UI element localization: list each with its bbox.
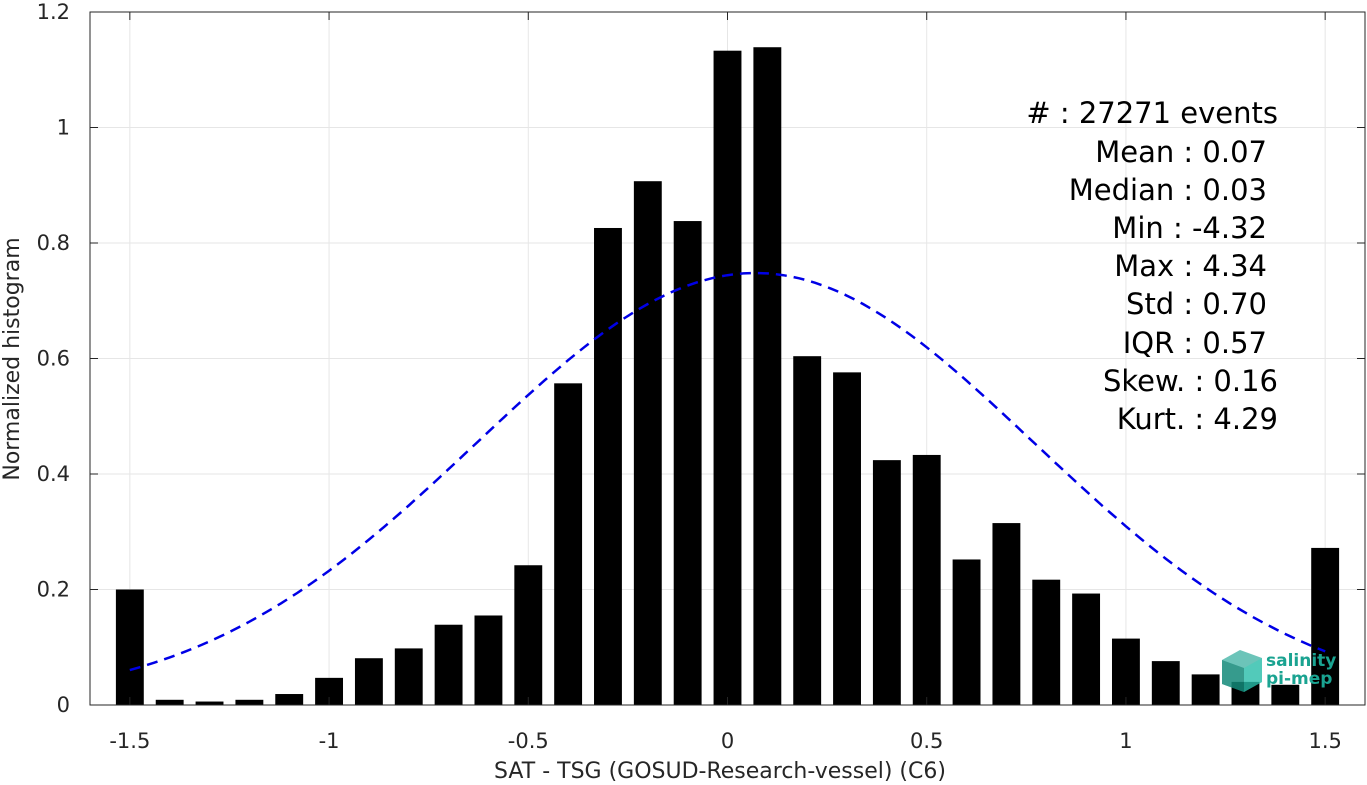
axis-ticks	[90, 11, 1365, 706]
statistics-annotations: # : 27271 events Mean : 0.07 Median : 0.…	[1026, 96, 1278, 436]
x-tick-label: -0.5	[508, 729, 549, 753]
histogram-bar	[394, 648, 423, 705]
stat-kurt: Kurt. : 4.29	[1117, 402, 1278, 436]
histogram-bar	[793, 356, 822, 705]
x-tick-labels: -1.5 -1 -0.5 0 0.5 1 1.5	[109, 729, 1342, 753]
x-tick-label: 1	[1119, 729, 1132, 753]
histogram-bar	[1191, 674, 1220, 705]
histogram-bar	[833, 372, 861, 705]
histogram-bar	[713, 50, 742, 705]
histogram-bar	[434, 624, 463, 705]
histogram-bar	[952, 559, 981, 705]
y-tick-label: 0.4	[37, 462, 70, 486]
histogram-bar	[1072, 593, 1101, 705]
salinity-pi-mep-logo: salinity pi-mep	[1222, 650, 1336, 692]
histogram-bar	[235, 699, 264, 705]
histogram-bar	[1311, 547, 1340, 705]
histogram-bar	[633, 181, 662, 705]
histogram-bar	[673, 221, 702, 705]
histogram-bar	[354, 658, 383, 705]
histogram-bar	[474, 615, 503, 705]
x-tick-label: 0.5	[910, 729, 943, 753]
histogram-bar	[912, 454, 941, 705]
logo-cube-icon	[1222, 650, 1262, 692]
histogram-bar	[872, 460, 901, 705]
x-tick-label: -1.5	[109, 729, 150, 753]
x-tick-label: -1	[319, 729, 340, 753]
histogram-bar	[155, 699, 184, 705]
y-tick-labels: 0 0.2 0.4 0.6 0.8 1 1.2	[37, 0, 70, 717]
y-tick-label: 1	[57, 116, 70, 140]
x-axis-title: SAT - TSG (GOSUD-Research-vessel) (C6)	[494, 759, 946, 784]
histogram-bar	[195, 701, 224, 705]
histogram-bar	[115, 589, 144, 705]
histogram-bar	[514, 565, 543, 705]
stat-max: Max : 4.34	[1114, 249, 1267, 283]
histogram-bar	[1271, 684, 1300, 705]
gaussian-fit-curve	[129, 271, 1326, 672]
histogram-bars	[115, 47, 1340, 706]
stat-min: Min : -4.32	[1112, 211, 1267, 245]
x-tick-label: 1.5	[1308, 729, 1341, 753]
y-tick-label: 0.2	[37, 578, 70, 602]
y-tick-label: 0.6	[37, 347, 70, 371]
stat-median: Median : 0.03	[1069, 173, 1267, 207]
histogram-bar	[992, 523, 1021, 705]
y-tick-label: 0	[57, 693, 70, 717]
stat-std: Std : 0.70	[1126, 287, 1267, 321]
histogram-bar	[753, 47, 782, 706]
y-axis-title: Normalized histogram	[0, 237, 25, 480]
stat-iqr: IQR : 0.57	[1123, 326, 1267, 360]
histogram-bar	[275, 694, 304, 705]
y-tick-label: 1.2	[37, 0, 70, 24]
histogram-bar	[594, 227, 622, 706]
logo-text-salinity: salinity	[1266, 651, 1336, 671]
histogram-bar	[1151, 661, 1180, 705]
y-tick-label: 0.8	[37, 231, 70, 255]
histogram-bar	[554, 383, 583, 705]
histogram-bar	[1111, 638, 1140, 705]
histogram-bar	[1032, 579, 1061, 705]
stat-events: # : 27271 events	[1026, 96, 1278, 130]
x-tick-label: 0	[721, 729, 734, 753]
stat-skew: Skew. : 0.16	[1103, 364, 1278, 398]
logo-text-pi-mep: pi-mep	[1266, 669, 1332, 689]
stat-mean: Mean : 0.07	[1095, 135, 1267, 169]
